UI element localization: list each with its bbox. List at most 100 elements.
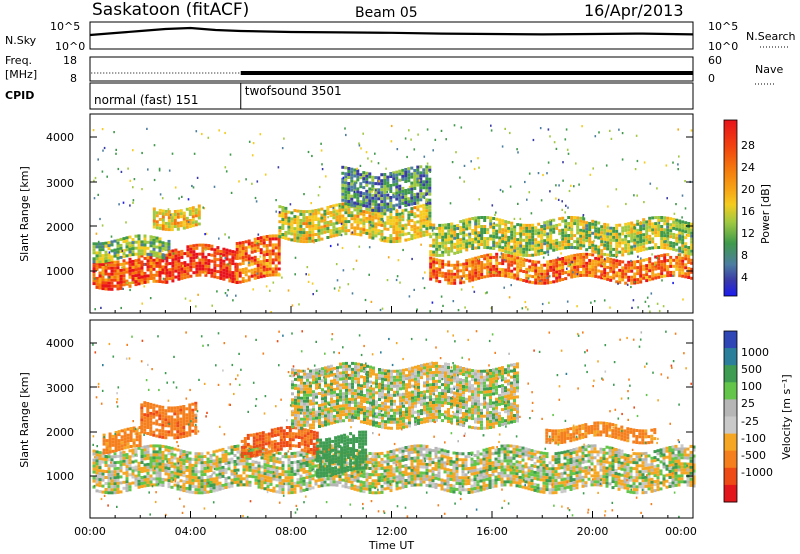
velocity-cell — [188, 466, 192, 470]
power-cell — [516, 259, 520, 263]
power-cell — [410, 210, 414, 214]
power-cell — [195, 243, 199, 247]
velocity-cell — [146, 462, 150, 466]
velocity-cell — [413, 471, 417, 475]
power-speck — [500, 252, 503, 255]
power-cell — [377, 188, 381, 192]
power-cell — [165, 277, 169, 281]
power-cell — [161, 280, 165, 284]
power-cell — [471, 275, 475, 279]
power-cell — [576, 256, 580, 260]
power-cell — [456, 242, 460, 245]
power-cell — [256, 258, 260, 261]
power-speck — [678, 155, 680, 158]
velocity-cell — [416, 477, 420, 481]
velocity-cell — [161, 480, 165, 484]
power-cell — [425, 198, 429, 202]
velocity-cell — [92, 458, 96, 462]
power-cell — [268, 255, 272, 259]
power-cell — [398, 212, 402, 216]
power-cell — [570, 219, 574, 222]
power-cell — [401, 209, 405, 213]
power-cell — [663, 219, 667, 223]
power-cell — [549, 243, 553, 247]
power-cell — [365, 198, 369, 202]
power-cell — [486, 256, 490, 260]
power-speck — [141, 151, 143, 155]
power-cell — [116, 250, 120, 254]
velocity-cell — [254, 469, 258, 473]
power-cell — [374, 228, 378, 232]
power-cell — [182, 223, 186, 227]
power-cell — [165, 280, 169, 284]
velocity-cell — [128, 449, 132, 453]
velocity-cell — [233, 478, 237, 481]
power-cell — [603, 246, 607, 250]
power-cell — [624, 269, 628, 273]
power-cell — [113, 248, 117, 252]
power-cell — [444, 238, 448, 242]
power-speck — [411, 257, 413, 261]
power-cell — [555, 267, 559, 271]
power-cell — [281, 212, 285, 215]
power-speck — [171, 152, 174, 155]
power-speck — [666, 197, 668, 200]
velocity-cell — [179, 467, 183, 471]
power-speck — [147, 168, 149, 171]
velocity-cell — [473, 454, 477, 457]
velocity-cell — [296, 469, 300, 473]
power-cell — [398, 236, 402, 240]
power-cell — [392, 192, 396, 196]
power-speck — [643, 201, 645, 204]
power-cell — [186, 254, 190, 258]
power-speck — [362, 132, 364, 135]
power-cell — [630, 263, 634, 267]
velocity-cell — [278, 478, 282, 482]
power-cell — [152, 264, 156, 268]
power-cell — [185, 225, 189, 229]
power-cell — [407, 173, 411, 177]
velocity-cell — [440, 481, 444, 485]
power-speck — [94, 308, 96, 311]
power-cell — [573, 240, 577, 244]
power-cell — [428, 198, 432, 202]
power-cell — [271, 246, 275, 250]
velocity-cell — [161, 453, 165, 457]
power-cell — [299, 227, 303, 231]
power-cell — [576, 231, 580, 235]
power-ytick-4000: 4000 — [46, 131, 74, 144]
power-cell — [419, 171, 423, 175]
power-cell — [555, 223, 559, 227]
power-cell — [636, 240, 640, 244]
power-cell — [365, 210, 369, 214]
power-cell — [419, 198, 423, 202]
power-speck — [129, 288, 131, 292]
power-cell — [654, 231, 658, 235]
power-cell — [356, 202, 360, 206]
power-cell — [277, 237, 281, 241]
power-cell — [380, 200, 384, 204]
velocity-cell — [356, 488, 360, 492]
power-cell — [149, 253, 153, 257]
velocity-cell — [158, 459, 162, 463]
power-cell — [271, 267, 275, 271]
power-cell — [314, 239, 318, 242]
power-cell — [219, 258, 223, 262]
velocity-cell — [158, 465, 162, 469]
power-speck — [566, 148, 569, 151]
power-cell — [180, 252, 184, 256]
power-cell — [207, 259, 211, 263]
power-cell — [639, 271, 643, 275]
velocity-cell — [146, 456, 150, 460]
velocity-cell — [308, 472, 312, 476]
power-cell — [371, 227, 375, 231]
velocity-cell — [311, 465, 315, 469]
power-cell — [630, 239, 634, 243]
power-speck — [582, 214, 585, 217]
power-cell — [143, 277, 147, 281]
power-cell — [137, 246, 141, 250]
power-ytick-3000: 3000 — [46, 177, 74, 190]
power-cell — [350, 203, 354, 207]
velocity-cell — [356, 476, 360, 480]
power-cell — [198, 267, 202, 271]
